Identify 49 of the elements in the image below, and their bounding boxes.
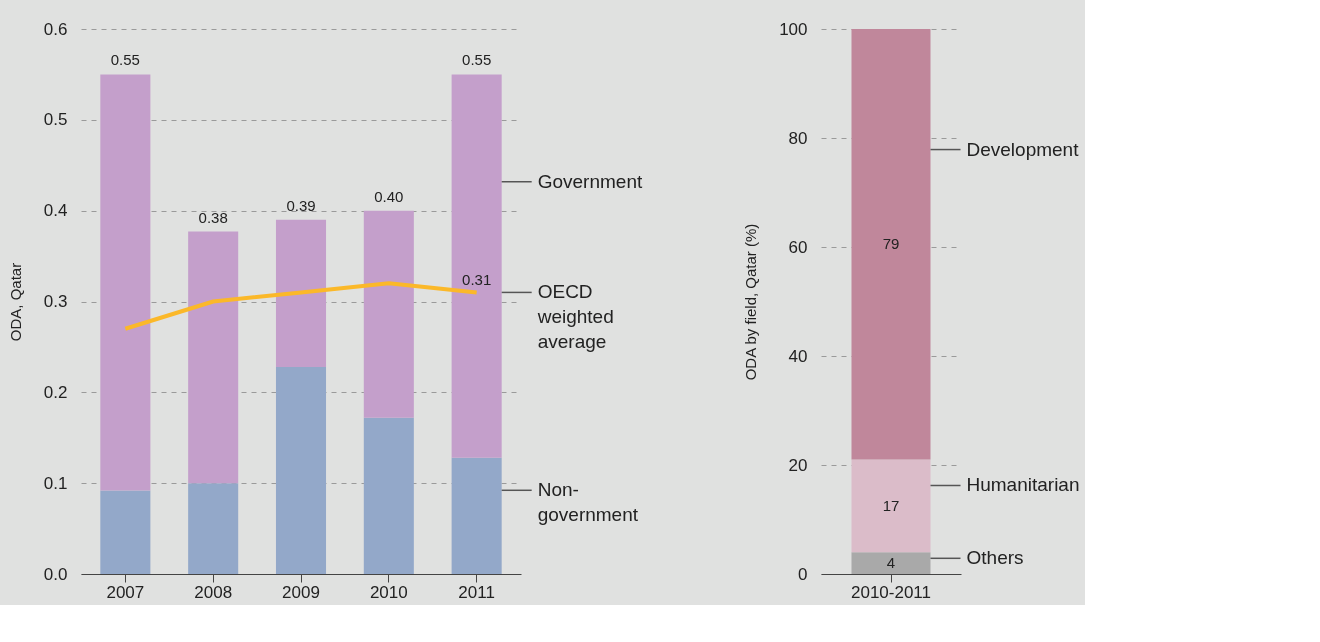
- y-axis-title: ODA, Qatar: [6, 262, 24, 342]
- x-tick-label: 2010-2011: [850, 582, 932, 602]
- y-tick-label: 0.5: [43, 110, 68, 130]
- text: OECD weighted average: [536, 281, 614, 353]
- y-tick-label: 60: [788, 237, 808, 257]
- y-tick-label: 0.6: [43, 19, 68, 39]
- bar: [275, 366, 327, 574]
- total-label: 0.55: [462, 51, 492, 69]
- series-label: Development: [966, 138, 1080, 160]
- y-tick-label: 0.1: [43, 473, 68, 493]
- total-label: 0.40: [374, 187, 404, 205]
- y-tick-label: 0.0: [43, 564, 68, 584]
- series-label: Government: [537, 170, 643, 192]
- y-tick-label: 20: [788, 455, 808, 475]
- bar: [100, 490, 151, 574]
- y-tick-label: 0.2: [43, 382, 68, 402]
- data-label: 79: [882, 235, 900, 253]
- total-label: 0.55: [110, 51, 140, 69]
- total-label: 0.39: [286, 196, 316, 214]
- bar: [851, 29, 931, 460]
- bar: [851, 459, 931, 553]
- bar: [363, 210, 414, 418]
- x-tick-label: 2010: [369, 582, 408, 602]
- y-tick-label: 0.4: [43, 201, 68, 221]
- series-label: Others: [966, 547, 1024, 569]
- bar: [275, 219, 327, 367]
- total-label: 0.38: [198, 208, 228, 226]
- series-label: Humanitarian: [966, 474, 1080, 496]
- y-tick-label: 0.3: [43, 292, 68, 311]
- bar: [851, 552, 931, 574]
- y-tick-label: 80: [788, 128, 808, 148]
- data-label: 4: [886, 554, 896, 572]
- bar: [188, 483, 239, 574]
- series-label: Non-government: [537, 479, 639, 526]
- y-axis-title: ODA by field, Qatar (%): [742, 223, 760, 381]
- bar: [451, 74, 502, 458]
- bar: [188, 231, 239, 484]
- x-tick-label: 2008: [194, 582, 233, 602]
- bar: [100, 74, 151, 491]
- y-tick-label: 100: [779, 19, 808, 39]
- y-tick-label: 40: [788, 346, 808, 366]
- x-tick-label: 2011: [458, 582, 495, 602]
- data-label: 17: [882, 496, 900, 514]
- bar: [363, 417, 414, 574]
- annotation: 0.31: [462, 271, 492, 289]
- x-tick-label: 2007: [106, 582, 145, 602]
- x-tick-label: 2009: [282, 582, 320, 602]
- y-tick-label: 0: [798, 564, 808, 584]
- bar: [451, 457, 502, 574]
